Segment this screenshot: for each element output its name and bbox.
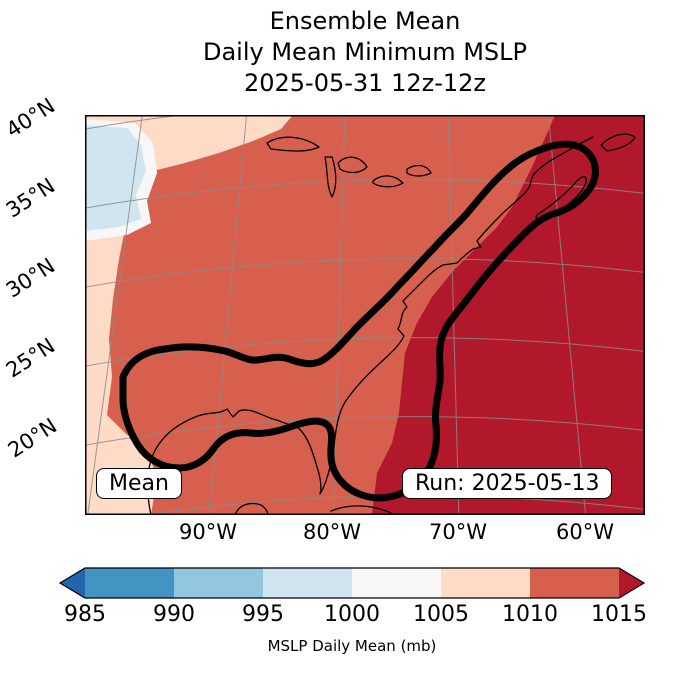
colorbar-segment bbox=[85, 568, 174, 598]
colorbar-tick-label: 1010 bbox=[502, 602, 558, 627]
ensemble-contour-outline bbox=[119, 140, 599, 502]
colorbar-segment bbox=[263, 568, 352, 598]
colorbar-axis-label: MSLP Daily Mean (mb) bbox=[267, 637, 437, 655]
lat-tick-label: 20°N bbox=[3, 413, 62, 463]
colorbar-over-arrow bbox=[619, 568, 644, 598]
colorbar-tick-label: 990 bbox=[153, 602, 195, 627]
colorbar-segment bbox=[441, 568, 530, 598]
lon-tick-label: 70°W bbox=[429, 520, 487, 544]
map-gridlines bbox=[85, 115, 645, 515]
colorbar-tick-label: 1000 bbox=[324, 602, 380, 627]
title-line-2: Daily Mean Minimum MSLP bbox=[202, 38, 527, 66]
lat-tick-label: 35°N bbox=[1, 173, 60, 223]
coastline-path bbox=[147, 133, 636, 515]
lat-tick-label: 30°N bbox=[1, 253, 60, 303]
lat-tick-label: 25°N bbox=[1, 333, 60, 383]
lon-tick-label: 90°W bbox=[179, 520, 237, 544]
mean-label-box: Mean bbox=[96, 468, 182, 499]
lon-tick-label: 60°W bbox=[556, 520, 614, 544]
colorbar-tick-label: 995 bbox=[242, 602, 284, 627]
title-line-1: Ensemble Mean bbox=[269, 7, 461, 35]
page-title: Ensemble Mean Daily Mean Minimum MSLP 20… bbox=[85, 6, 645, 99]
fill-band-995-1000 bbox=[85, 125, 146, 231]
lat-tick-label: 40°N bbox=[1, 93, 60, 143]
colorbar-segment bbox=[352, 568, 441, 598]
map-border bbox=[85, 115, 645, 515]
colorbar-tick-label: 985 bbox=[64, 602, 106, 627]
colorbar-outline bbox=[58, 567, 646, 599]
run-date-box: Run: 2025-05-13 bbox=[402, 468, 613, 499]
colorbar-segment bbox=[174, 568, 263, 598]
colorbar bbox=[58, 567, 646, 599]
colorbar-segment bbox=[530, 568, 619, 598]
colorbar-tick-label: 1015 bbox=[591, 602, 647, 627]
colorbar-under-arrow bbox=[60, 568, 85, 598]
mslp-map-plot bbox=[85, 115, 645, 515]
colorbar-tick-label: 1005 bbox=[413, 602, 469, 627]
lon-tick-label: 80°W bbox=[303, 520, 361, 544]
title-line-3: 2025-05-31 12z-12z bbox=[243, 69, 487, 97]
